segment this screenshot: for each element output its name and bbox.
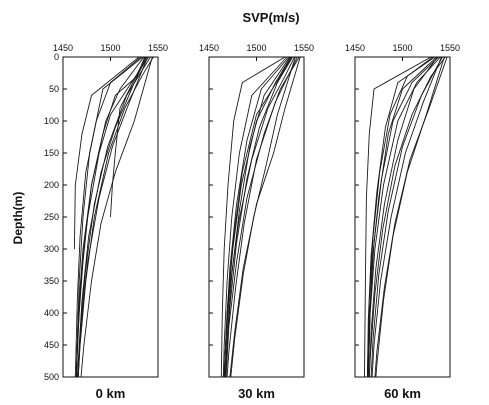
svp-profile-line [375,56,445,378]
svp-profile-line [368,56,438,378]
svp-profile-line [222,56,288,378]
y-tick-label: 100 [44,116,59,126]
svp-profile-line [366,56,438,378]
x-tick-label: 1550 [148,43,168,53]
svp-profile-line [110,56,147,218]
figure-suptitle: SVP(m/s) [242,10,299,25]
y-tick-label: 200 [44,180,59,190]
y-tick-label: 0 [54,52,59,62]
svp-profile-line [80,56,153,378]
panel-3: 1450 1500 1550 60 km [345,43,460,401]
svp-profile-line [223,56,290,378]
y-tick-label: 350 [44,276,59,286]
y-tick-label: 300 [44,244,59,254]
svp-profile-line [366,56,436,378]
y-tick-label: 250 [44,212,59,222]
x-tick-label: 1500 [100,43,120,53]
panel-label: 30 km [238,386,275,401]
panel-label: 0 km [96,386,126,401]
panels-group: 1450 1500 1550 0 50 100 150 200 250 300 350 400 450 5… [44,43,460,401]
svp-profile-line [77,56,149,378]
svp-profile-line [220,56,286,378]
svp-profile-line [77,56,154,378]
svp-profile-line [367,56,439,378]
svp-profile-line [75,56,144,378]
svp-profile-line [224,56,291,378]
x-tick-label: 1550 [440,43,460,53]
x-tick-label: 1500 [392,43,412,53]
svp-profile-line [370,56,443,378]
svp-profile-line [366,56,434,378]
svp-profile-line [374,56,448,378]
x-tick-label: 1500 [246,43,266,53]
svp-profile-line [74,56,142,378]
svp-profile-line [229,56,301,378]
svp-profile-line [371,56,442,378]
svp-profile-line [368,56,446,378]
svp-profile-line [226,56,298,378]
y-axis-label: Depth(m) [11,192,25,245]
y-tick-label: 450 [44,340,59,350]
panel-2: 1450 1500 1550 30 km [199,43,314,401]
y-tick-label: 500 [44,372,59,382]
x-tick-label: 1450 [345,43,365,53]
svp-profile-line [73,56,140,250]
x-tick-label: 1450 [199,43,219,53]
y-tick-label: 400 [44,308,59,318]
panel-1: 1450 1500 1550 0 50 100 150 200 250 300 350 400 450 5… [44,43,168,401]
x-tick-label: 1550 [294,43,314,53]
y-tick-label: 50 [49,84,59,94]
svp-profile-line [364,56,432,378]
y-tick-label: 150 [44,148,59,158]
x-tick-label: 1450 [53,43,73,53]
svp-profile-line [75,56,145,378]
svp-profile-line [223,56,292,378]
panel-label: 60 km [384,386,421,401]
